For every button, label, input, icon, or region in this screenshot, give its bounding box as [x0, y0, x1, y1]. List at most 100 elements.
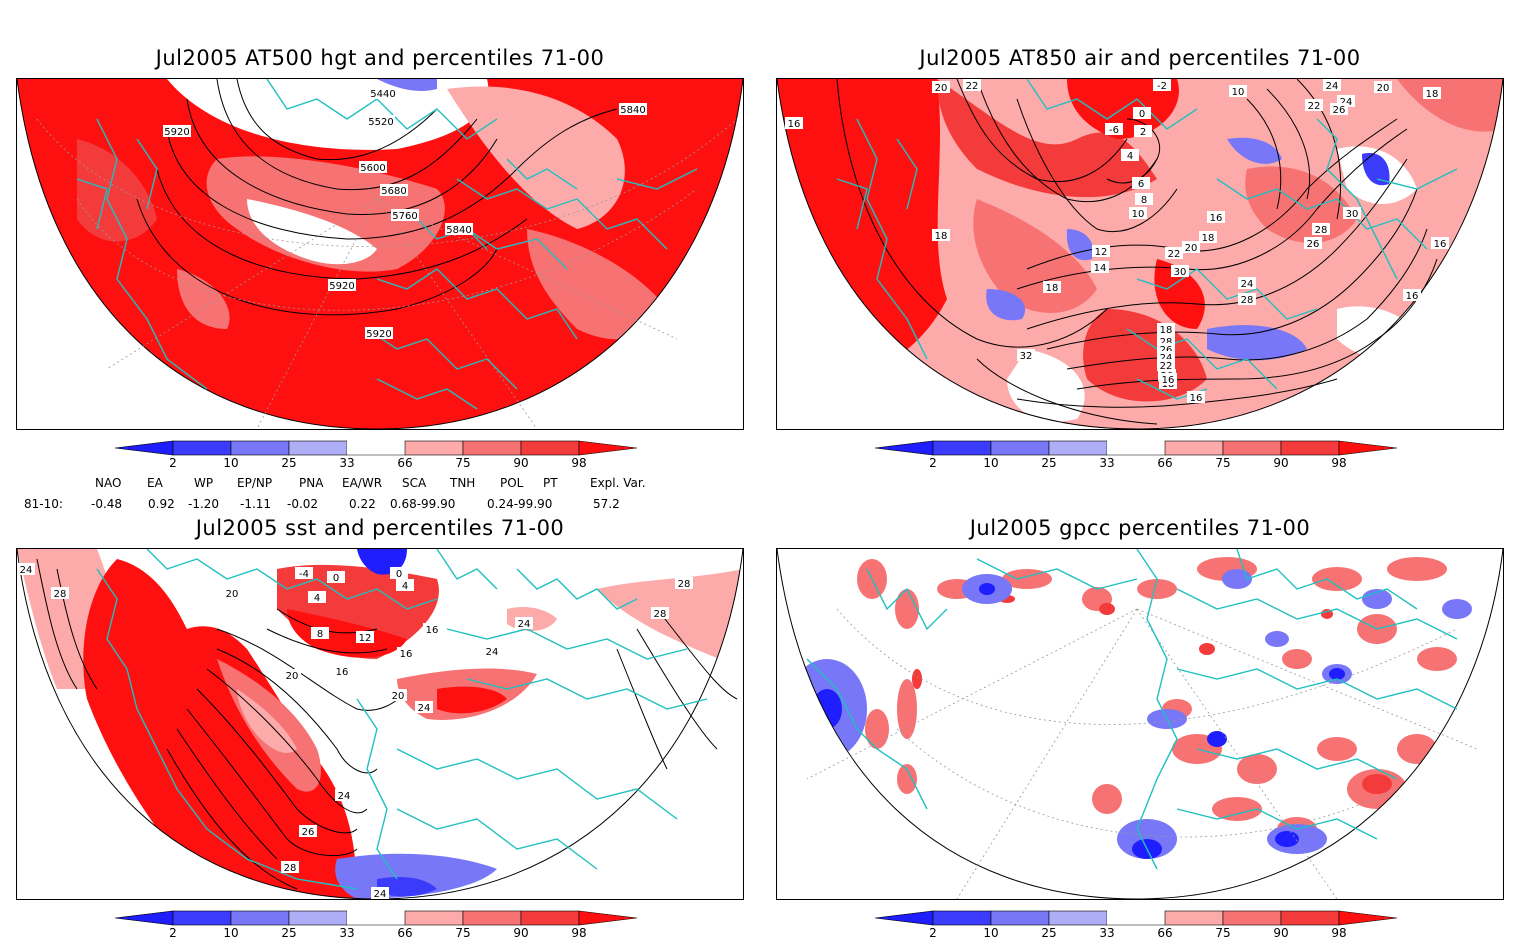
colorbar-tick-label: 2 — [169, 926, 177, 940]
colorbar-segment — [1048, 910, 1108, 926]
tele-header: PT — [543, 476, 558, 490]
svg-text:18: 18 — [1202, 233, 1215, 244]
svg-text:16: 16 — [1434, 239, 1447, 250]
contour-label: 5920 — [365, 327, 393, 340]
svg-text:20: 20 — [1185, 243, 1198, 254]
colorbar-tick-label: 98 — [1331, 456, 1346, 470]
map-air: 20 22 -2 24 20 18 16 10 0 -6 2 4 6 8 10 … — [776, 78, 1504, 430]
svg-text:16: 16 — [1406, 291, 1419, 302]
tele-value: 57.2 — [593, 497, 620, 511]
contour-label: 0 — [1133, 107, 1151, 120]
svg-text:24: 24 — [1241, 279, 1254, 290]
colorbar-tick-label: 98 — [571, 926, 586, 940]
tele-header: TNH — [450, 476, 476, 490]
contour-label: 20 — [1374, 81, 1392, 94]
svg-text:10: 10 — [1232, 87, 1245, 98]
colorbar-tick-label: 33 — [339, 456, 354, 470]
svg-text:30: 30 — [1346, 209, 1359, 220]
colorbar-segment — [172, 910, 232, 926]
colorbar-tick-label: 33 — [1099, 456, 1114, 470]
tele-header: EP/NP — [237, 476, 273, 490]
contour-label: 24 — [415, 701, 433, 714]
map-sst: 24 28 20 -4 0 0 4 4 8 12 16 16 20 20 24 … — [16, 548, 744, 900]
colorbar-tick-label: 75 — [1215, 456, 1230, 470]
svg-text:5600: 5600 — [360, 163, 385, 174]
panel-title-hgt: Jul2005 AT500 hgt and percentiles 71-00 — [155, 46, 605, 70]
contour-label: 20 — [283, 669, 301, 682]
colorbar-tick-label: 66 — [1157, 926, 1172, 940]
contour-label: 24 — [1238, 277, 1256, 290]
svg-text:28: 28 — [654, 609, 667, 620]
colorbar-tick-label: 66 — [397, 456, 412, 470]
colorbar-segment — [1048, 440, 1108, 456]
tele-header: NAO — [95, 476, 122, 490]
colorbar-segment — [520, 440, 580, 456]
svg-text:24: 24 — [338, 791, 351, 802]
tele-value: -0.48 — [91, 497, 123, 511]
colorbar-tick-label: 90 — [513, 926, 528, 940]
svg-text:0: 0 — [1139, 109, 1145, 120]
tele-header: POL — [500, 476, 524, 490]
colorbar-segment — [1280, 910, 1340, 926]
svg-text:4: 4 — [314, 593, 320, 604]
contour-label: 8 — [1135, 193, 1153, 206]
colorbar-tick-label: 98 — [571, 456, 586, 470]
colorbar-segment — [347, 911, 405, 925]
svg-text:24: 24 — [1326, 81, 1339, 92]
contour-label: 18 — [932, 229, 950, 242]
colorbar-segment — [932, 910, 992, 926]
tele-value: -0.02 — [287, 497, 319, 511]
colorbar-tick-label: 90 — [1273, 926, 1288, 940]
colorbar-segment — [1222, 910, 1282, 926]
contour-label: 24 — [371, 887, 389, 899]
contour-label: 28 — [1238, 293, 1256, 306]
svg-text:5920: 5920 — [329, 281, 354, 292]
svg-text:5920: 5920 — [164, 127, 189, 138]
svg-text:6: 6 — [1138, 179, 1144, 190]
contour-label: 28 — [675, 577, 693, 590]
colorbar-tick-label: 90 — [513, 456, 528, 470]
tele-row-label: 81-10: — [24, 497, 63, 511]
svg-text:28: 28 — [284, 863, 297, 874]
colorbar-tick-label: 66 — [1157, 456, 1172, 470]
contour-label: 30 — [1171, 265, 1189, 278]
svg-text:18: 18 — [1160, 325, 1173, 336]
colorbar-tick-label: 2 — [929, 456, 937, 470]
tele-value: 0.92 — [148, 497, 175, 511]
contour-label: 28 — [281, 861, 299, 874]
contour-label: 18 — [1423, 87, 1441, 100]
colorbar-segment — [1164, 440, 1224, 456]
svg-text:24: 24 — [1160, 353, 1173, 364]
tele-header: Expl. Var. — [590, 476, 646, 490]
contour-label: 16 — [333, 665, 351, 678]
colorbar-segment — [874, 440, 934, 456]
svg-text:28: 28 — [1315, 225, 1328, 236]
contour-label: 26 — [1304, 237, 1322, 250]
colorbar-segment — [990, 440, 1050, 456]
contour-label: 18 — [1157, 323, 1175, 336]
colorbar-segment — [404, 440, 464, 456]
contour-label: 26 — [299, 825, 317, 838]
svg-text:5680: 5680 — [381, 186, 406, 197]
svg-text:-6: -6 — [1109, 125, 1119, 136]
svg-text:16: 16 — [1162, 375, 1175, 386]
svg-text:2: 2 — [1140, 127, 1146, 138]
colorbar-segment — [288, 440, 348, 456]
contour-label: 24 — [483, 645, 501, 658]
svg-text:20: 20 — [935, 83, 948, 94]
svg-text:8: 8 — [1141, 195, 1147, 206]
colorbar-segment — [1338, 440, 1398, 456]
svg-text:0: 0 — [396, 569, 402, 580]
colorbar-tick-label: 33 — [339, 926, 354, 940]
contour-label: 28 — [51, 587, 69, 600]
svg-text:5840: 5840 — [620, 105, 645, 116]
svg-text:26: 26 — [1333, 105, 1346, 116]
colorbar-segment — [462, 440, 522, 456]
svg-text:5520: 5520 — [368, 117, 393, 128]
contour-label: 5520 — [367, 115, 395, 128]
contour-label: -4 — [295, 567, 313, 580]
contour-label: 10 — [1129, 207, 1147, 220]
panel-title-air: Jul2005 AT850 air and percentiles 71-00 — [919, 46, 1361, 70]
svg-text:5440: 5440 — [370, 89, 395, 100]
tele-value: 0.68-99.90 — [390, 497, 456, 511]
